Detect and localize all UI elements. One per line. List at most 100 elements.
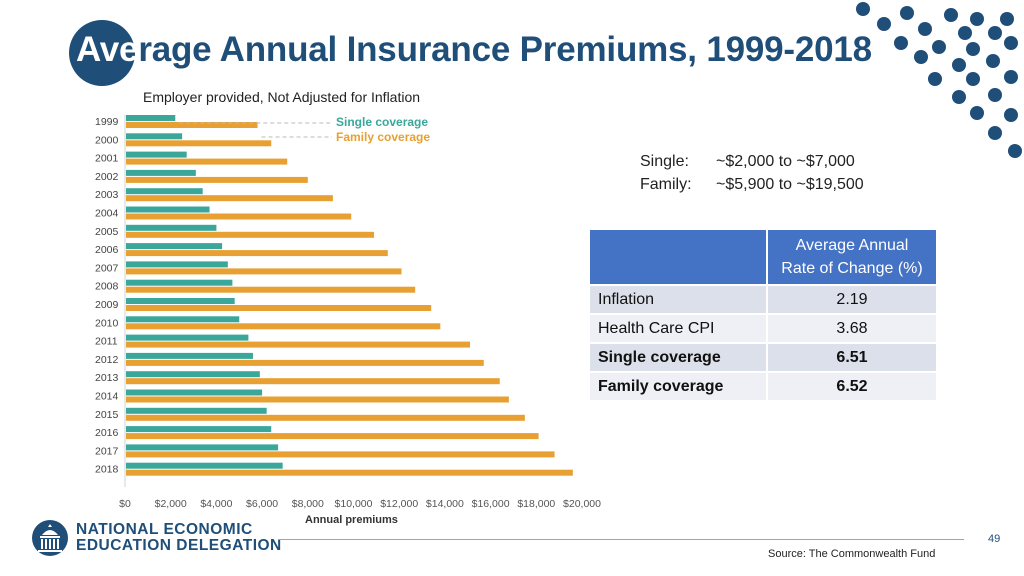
decor-dot (986, 54, 1000, 68)
bar-family-coverage-2009 (126, 305, 432, 311)
bar-single-coverage-2005 (126, 224, 217, 231)
bar-family-coverage-2004 (126, 213, 352, 220)
decor-dot (1008, 144, 1022, 158)
bar-family-coverage-2006 (126, 250, 388, 257)
page-title: Average Annual Insurance Premiums, 1999-… (76, 30, 872, 70)
bar-single-coverage-2015 (126, 407, 267, 414)
decor-dot (952, 58, 966, 72)
bar-single-coverage-2000 (126, 133, 183, 140)
y-tick-label: 2011 (95, 336, 118, 348)
x-tick-label: $0 (119, 498, 131, 510)
y-tick-label: 2013 (95, 372, 119, 384)
decor-dot (988, 126, 1002, 140)
bar-single-coverage-2011 (126, 334, 249, 341)
bar-family-coverage-2008 (126, 286, 416, 293)
row-label: Single coverage (590, 344, 766, 371)
y-tick-label: 2008 (95, 281, 119, 293)
bar-family-coverage-2005 (126, 231, 375, 238)
bar-single-coverage-2016 (126, 426, 272, 433)
table-header-blank (590, 230, 766, 284)
bar-single-coverage-2006 (126, 243, 223, 250)
table-row: Family coverage 6.52 (590, 373, 936, 400)
row-value: 2.19 (768, 286, 936, 313)
decor-dot (914, 50, 928, 64)
decor-dot (928, 72, 942, 86)
decor-dot (958, 26, 972, 40)
decor-dot (966, 42, 980, 56)
decor-dot (894, 36, 908, 50)
decor-dot (1004, 108, 1018, 122)
row-value: 6.51 (768, 344, 936, 371)
decor-dot (970, 12, 984, 26)
row-label: Health Care CPI (590, 315, 766, 342)
bar-family-coverage-2002 (126, 176, 308, 183)
premiums-bar-chart: 1999 2000 2001 2002 2003 2004 2005 2006 2007 2008… (95, 115, 601, 526)
bar-family-coverage-2012 (126, 359, 484, 366)
title-rest: rage Annual Insurance Premiums, 1999-201… (138, 30, 872, 69)
logo-text: NATIONAL ECONOMIC EDUCATION DELEGATION (76, 522, 282, 554)
y-tick-label: 2003 (95, 189, 119, 201)
bar-single-coverage-2014 (126, 389, 263, 396)
y-tick-label: 2000 (95, 134, 119, 146)
y-tick-label: 1999 (95, 116, 119, 128)
decor-dot (1004, 36, 1018, 50)
x-tick-label: $4,000 (200, 498, 232, 510)
row-label: Family coverage (590, 373, 766, 400)
title-lead: Ave (76, 30, 139, 69)
table-row: Inflation 2.19 (590, 286, 936, 313)
x-tick-label: $16,000 (472, 498, 510, 510)
bar-single-coverage-2017 (126, 444, 279, 451)
range-value: ~$2,000 to ~$7,000 (716, 153, 855, 170)
range-label: Single: (640, 153, 689, 170)
bar-family-coverage-2018 (126, 469, 573, 476)
bar-family-coverage-2017 (126, 451, 555, 458)
table-header-rate: Average Annual Rate of Change (%) (768, 230, 936, 284)
header-line-2: Rate of Change (%) (781, 260, 923, 277)
bar-single-coverage-2013 (126, 371, 260, 378)
bar-family-coverage-2016 (126, 433, 539, 440)
footer-divider (278, 539, 964, 540)
x-tick-label: $20,000 (563, 498, 601, 510)
decor-dot (952, 90, 966, 104)
x-tick-label: $10,000 (335, 498, 373, 510)
header-line-1: Average Annual (795, 237, 909, 254)
bar-family-coverage-2013 (126, 378, 500, 385)
y-tick-label: 2012 (95, 354, 119, 366)
subtitle: Employer provided, Not Adjusted for Infl… (143, 89, 421, 105)
y-tick-label: 2007 (95, 262, 119, 274)
title-accent-circle (69, 20, 135, 86)
decor-dot (900, 6, 914, 20)
y-tick-label: 2009 (95, 299, 119, 311)
table-row: Health Care CPI 3.68 (590, 315, 936, 342)
rate-of-change-table: Average Annual Rate of Change (%) Inflat… (588, 228, 938, 402)
row-label: Inflation (590, 286, 766, 313)
bar-family-coverage-2014 (126, 396, 509, 403)
bar-family-coverage-2003 (126, 195, 333, 202)
legend-family-coverage: Family coverage (336, 130, 430, 144)
bar-family-coverage-2015 (126, 414, 525, 421)
bar-family-coverage-2007 (126, 268, 402, 275)
decor-dot (988, 26, 1002, 40)
decor-dot (970, 106, 984, 120)
y-tick-label: 2017 (95, 445, 119, 457)
bar-family-coverage-2001 (126, 158, 288, 165)
bar-family-coverage-1999 (126, 122, 258, 128)
range-value: ~$5,900 to ~$19,500 (716, 176, 864, 193)
x-tick-label: $8,000 (292, 498, 324, 510)
decor-dot (1000, 12, 1014, 26)
range-row-single: Single: ~$2,000 to ~$7,000 (640, 150, 864, 173)
row-value: 3.68 (768, 315, 936, 342)
bar-single-coverage-2001 (126, 151, 187, 158)
premium-ranges: Single: ~$2,000 to ~$7,000 Family: ~$5,9… (640, 150, 864, 196)
bar-family-coverage-2011 (126, 341, 471, 348)
bar-single-coverage-2018 (126, 462, 283, 469)
bar-single-coverage-2008 (126, 279, 233, 286)
y-tick-label: 2005 (95, 226, 119, 238)
source-note: Source: The Commonwealth Fund (768, 548, 936, 560)
x-tick-label: $12,000 (380, 498, 418, 510)
bar-family-coverage-2000 (126, 140, 272, 147)
y-tick-label: 2001 (95, 153, 119, 165)
row-value: 6.52 (768, 373, 936, 400)
decor-dot (988, 88, 1002, 102)
logo-line-1: NATIONAL ECONOMIC (76, 521, 253, 538)
